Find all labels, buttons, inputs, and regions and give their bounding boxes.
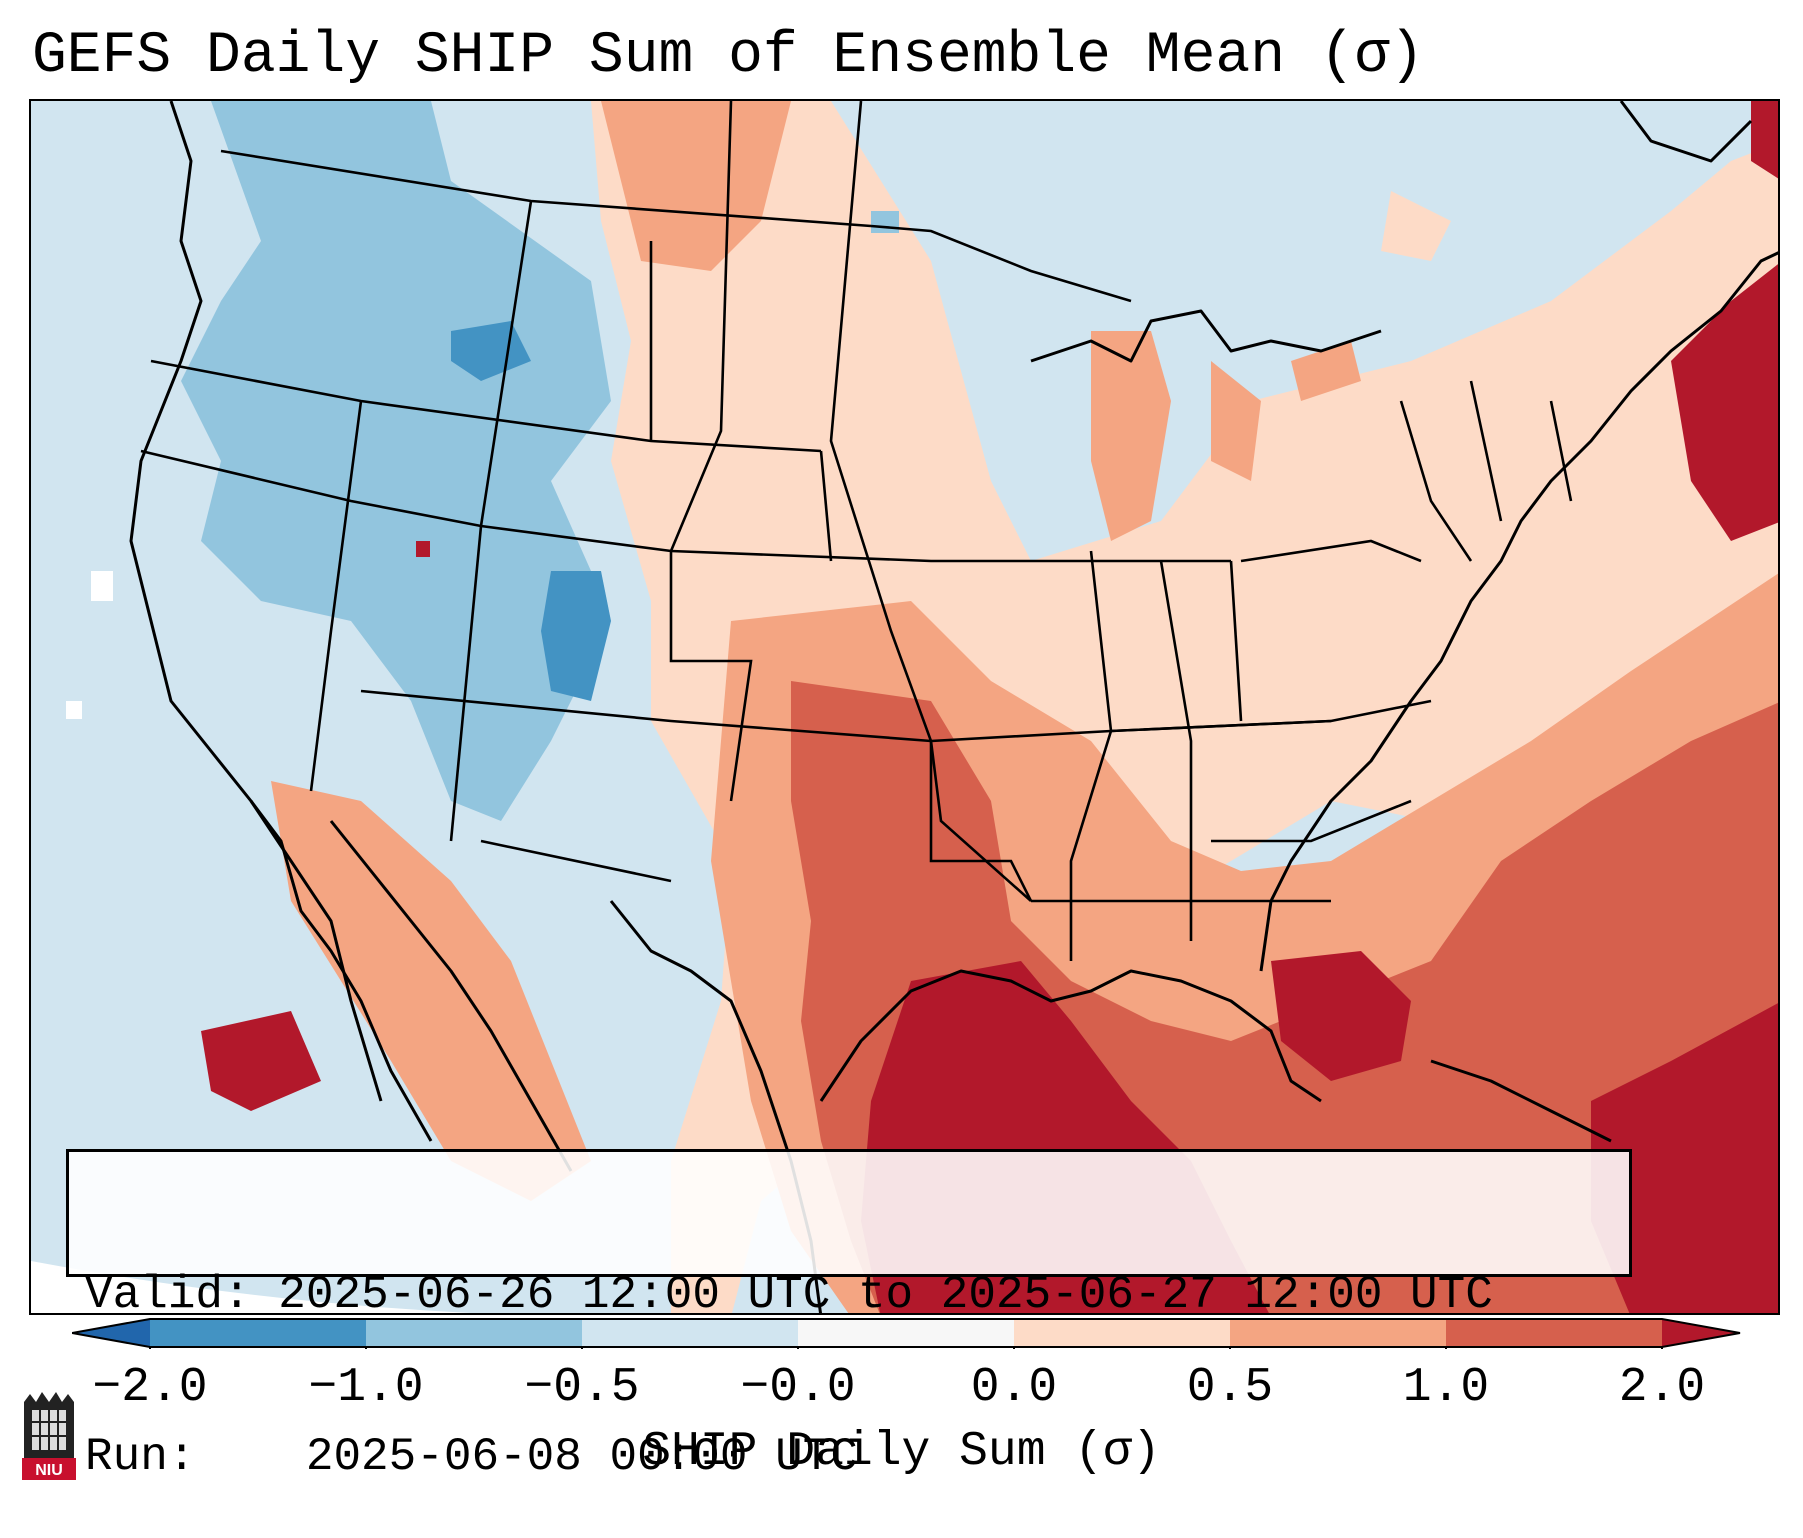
field-extreme-positive-baja-south bbox=[201, 1011, 321, 1111]
colorbar-bin bbox=[582, 1319, 798, 1347]
colorbar-extend-high bbox=[1662, 1319, 1740, 1347]
colorbar-bin bbox=[798, 1319, 1014, 1347]
missing-data-cell-2 bbox=[66, 701, 82, 719]
field-weak-positive-quebec bbox=[1381, 191, 1451, 261]
out-of-domain-area bbox=[31, 1261, 472, 1313]
field-extreme-positive-east-gulf bbox=[1271, 951, 1411, 1081]
colorbar-bin bbox=[366, 1319, 582, 1347]
colorbar-tick-label: −0.0 bbox=[740, 1361, 856, 1415]
colorbar-tick-label: −0.5 bbox=[524, 1361, 640, 1415]
lake-michigan-shading bbox=[1091, 331, 1171, 541]
field-moderate-negative bbox=[181, 101, 611, 821]
valid-label: Valid: bbox=[85, 1269, 251, 1321]
field-extreme-positive-nova-scotia bbox=[1751, 101, 1778, 179]
field-moderate-negative-saskatchewan-cell bbox=[871, 211, 899, 233]
colorbar-bin bbox=[150, 1319, 366, 1347]
niu-logo: NIU bbox=[22, 1392, 76, 1480]
colorbar-ticks bbox=[149, 1347, 1663, 1349]
state-boundaries bbox=[140, 101, 1573, 961]
logo-banner bbox=[22, 1458, 76, 1480]
valid-run-info-box: Valid: 2025-06-26 12:00 UTC to 2025-06-2… bbox=[66, 1149, 1632, 1483]
ship-anomaly-map bbox=[31, 101, 1778, 1313]
colorbar-bin bbox=[1230, 1319, 1446, 1347]
valid-value: 2025-06-26 12:00 UTC to 2025-06-27 12:00… bbox=[278, 1269, 1493, 1321]
run-label: Run: bbox=[85, 1431, 196, 1483]
colorbar-tick-label: −1.0 bbox=[308, 1361, 424, 1415]
colorbar-extend-low bbox=[72, 1319, 150, 1347]
colorbar-tick-label: 1.0 bbox=[1402, 1361, 1490, 1415]
colorbar-bin bbox=[1446, 1319, 1662, 1347]
coastlines bbox=[129, 101, 1778, 1313]
lake-ontario-shading bbox=[1291, 341, 1361, 401]
colorbar-tick-label: 2.0 bbox=[1618, 1361, 1706, 1415]
missing-data-cell bbox=[91, 571, 113, 601]
colorbar bbox=[72, 1318, 1741, 1349]
colorbar-tick-label: 0.5 bbox=[1186, 1361, 1274, 1415]
colorbar-tick-label: −2.0 bbox=[92, 1361, 208, 1415]
colorbar-tick-label: 0.0 bbox=[970, 1361, 1058, 1415]
run-value: 2025-06-08 00:00 UTC bbox=[305, 1431, 858, 1483]
map-panel bbox=[29, 99, 1780, 1315]
field-moderate-positive-mexico bbox=[271, 781, 591, 1201]
field-extreme-positive-northeast bbox=[1671, 264, 1778, 541]
field-moderate-positive-north bbox=[601, 101, 791, 271]
field-extreme-positive-caribbean bbox=[1591, 1003, 1778, 1313]
colorbar-label: SHIP Daily Sum (σ) bbox=[642, 1425, 1161, 1479]
colorbar-bin bbox=[1014, 1319, 1230, 1347]
logo-text: NIU bbox=[35, 1462, 63, 1479]
chart-title: GEFS Daily SHIP Sum of Ensemble Mean (σ) bbox=[32, 24, 1425, 89]
lake-huron-shading bbox=[1211, 361, 1261, 481]
valid-row: Valid: 2025-06-26 12:00 UTC to 2025-06-2… bbox=[85, 1268, 1629, 1322]
run-row: Run: 2025-06-08 00:00 UTC bbox=[85, 1430, 1629, 1484]
logo-window-grid-icon bbox=[32, 1410, 66, 1450]
field-strong-negative-colorado bbox=[541, 571, 611, 701]
field-extreme-positive-utah-cell bbox=[416, 541, 430, 557]
